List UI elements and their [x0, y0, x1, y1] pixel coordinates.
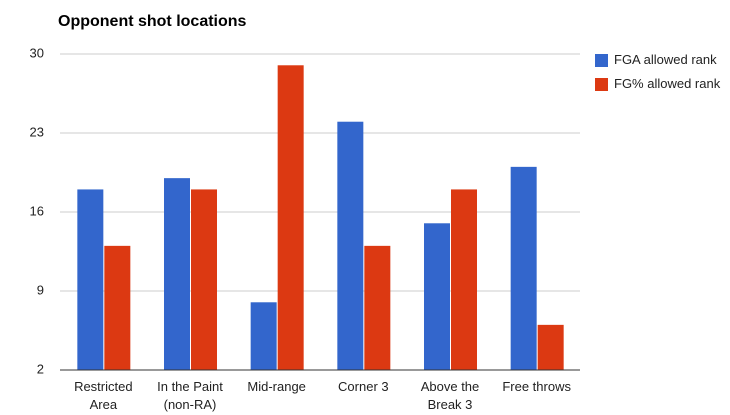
legend-swatch [595, 78, 608, 91]
bar [451, 189, 477, 370]
legend-label: FG% allowed rank [614, 76, 721, 91]
y-tick-label: 2 [37, 361, 44, 376]
bar [277, 65, 304, 371]
y-tick-label: 30 [30, 45, 44, 60]
bar [424, 223, 450, 370]
y-tick-label: 23 [30, 124, 44, 139]
bar [104, 245, 131, 370]
x-tick-label: Free throws [502, 379, 571, 394]
x-tick-label: Corner 3 [338, 379, 389, 394]
bar [510, 166, 537, 370]
legend-label: FGA allowed rank [614, 52, 717, 67]
bar [364, 245, 391, 370]
x-tick-label: Restricted Area [74, 379, 133, 412]
bar [250, 302, 277, 370]
bar [164, 178, 190, 370]
legend-swatch [595, 54, 608, 67]
x-tick-label: In the Paint (non-RA) [157, 379, 223, 412]
y-tick-label: 16 [30, 203, 44, 218]
bar [191, 189, 217, 370]
y-tick-label: 9 [37, 282, 44, 297]
bar [77, 189, 104, 370]
x-tick-label: Mid-range [247, 379, 306, 394]
x-tick-label: Above the Break 3 [420, 379, 480, 412]
chart-title: Opponent shot locations [58, 13, 247, 30]
bar [337, 121, 364, 370]
bar [537, 324, 564, 370]
